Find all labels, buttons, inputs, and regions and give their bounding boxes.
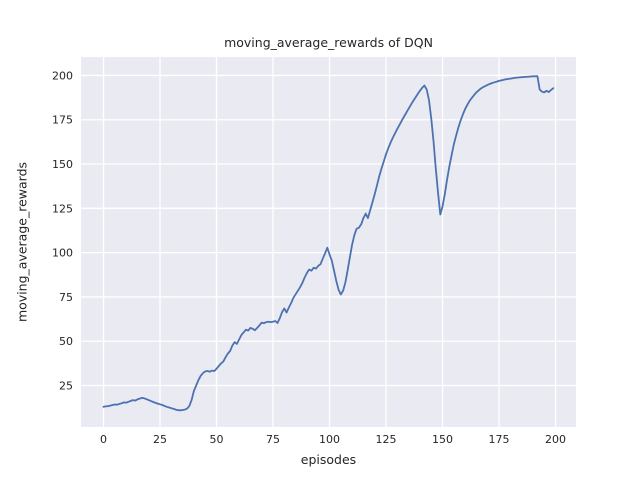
data-line-moving_average_rewards bbox=[102, 75, 555, 412]
chart-title: moving_average_rewards of DQN bbox=[224, 35, 433, 50]
x-tick-label: 25 bbox=[153, 433, 167, 446]
plot-background bbox=[81, 57, 576, 427]
y-tick-label: 125 bbox=[52, 202, 73, 215]
y-tick-label: 100 bbox=[52, 247, 73, 260]
x-tick-label: 175 bbox=[489, 433, 510, 446]
x-tick-label: 75 bbox=[266, 433, 280, 446]
x-tick-label: 50 bbox=[210, 433, 224, 446]
y-tick-label: 150 bbox=[52, 158, 73, 171]
x-tick-label: 100 bbox=[319, 433, 340, 446]
x-tick-label: 150 bbox=[432, 433, 453, 446]
y-tick-label: 25 bbox=[59, 380, 73, 393]
x-axis-label: episodes bbox=[300, 452, 357, 467]
y-tick-label: 175 bbox=[52, 114, 73, 127]
y-tick-label: 75 bbox=[59, 291, 73, 304]
y-tick-label: 50 bbox=[59, 335, 73, 348]
x-tick-label: 125 bbox=[376, 433, 397, 446]
x-tick-label: 0 bbox=[100, 433, 107, 446]
y-tick-label: 200 bbox=[52, 69, 73, 82]
x-tick-label: 200 bbox=[545, 433, 566, 446]
